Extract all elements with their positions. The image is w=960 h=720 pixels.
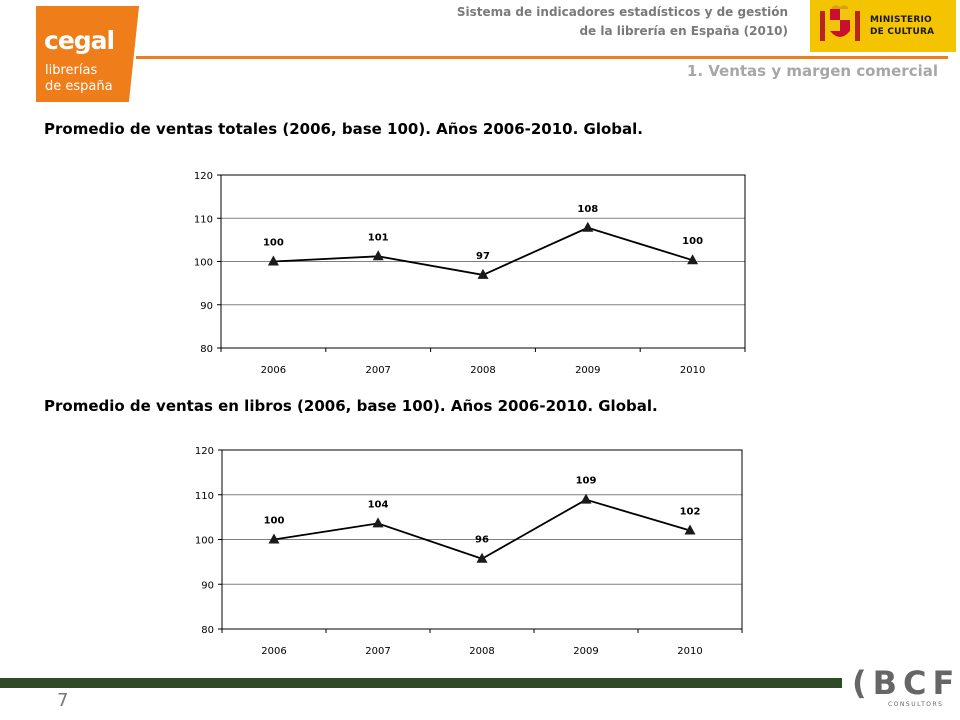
data-point bbox=[372, 250, 384, 261]
data-label: 109 bbox=[576, 476, 597, 487]
data-label: 102 bbox=[680, 507, 701, 518]
y-tick-label: 90 bbox=[200, 301, 213, 312]
y-tick-label: 90 bbox=[201, 580, 214, 591]
ministry-line-1: MINISTERIO bbox=[870, 15, 932, 25]
x-tick-label: 2006 bbox=[261, 365, 286, 376]
x-tick-label: 2008 bbox=[470, 365, 495, 376]
data-point bbox=[477, 268, 489, 279]
x-tick-label: 2010 bbox=[677, 646, 702, 657]
y-tick-label: 80 bbox=[201, 625, 214, 636]
plot-area bbox=[221, 449, 743, 630]
x-tick-label: 2008 bbox=[469, 646, 494, 657]
data-label: 101 bbox=[368, 232, 389, 243]
footer-band bbox=[0, 678, 842, 688]
y-tick-label: 120 bbox=[194, 171, 213, 182]
logo-line-2: de españa bbox=[45, 79, 113, 94]
data-point bbox=[687, 254, 699, 265]
bcf-logo: (BCF) CONSULTORS bbox=[848, 664, 960, 714]
series-line bbox=[273, 498, 691, 560]
plot-area bbox=[220, 174, 746, 349]
data-label: 108 bbox=[577, 204, 598, 215]
x-tick-label: 2009 bbox=[573, 646, 598, 657]
data-point bbox=[684, 524, 696, 535]
y-tick-label: 80 bbox=[200, 344, 213, 355]
chart-2-title: Promedio de ventas en libros (2006, base… bbox=[44, 397, 658, 415]
coat-of-arms-icon bbox=[820, 5, 860, 41]
x-tick-label: 2007 bbox=[365, 365, 390, 376]
y-tick-label: 110 bbox=[195, 491, 214, 502]
y-tick-label: 120 bbox=[195, 446, 214, 457]
data-point bbox=[267, 255, 279, 266]
bcf-subtitle: CONSULTORS bbox=[888, 701, 944, 708]
section-title: 1. Ventas y margen comercial bbox=[686, 62, 938, 80]
logo-line-1: librerías bbox=[45, 63, 98, 78]
data-label: 100 bbox=[264, 516, 285, 527]
data-point bbox=[268, 533, 280, 544]
ministry-logo: MINISTERIO DE CULTURA bbox=[810, 0, 956, 52]
logo-name: cegal bbox=[44, 26, 115, 55]
ministry-line-2: DE CULTURA bbox=[870, 27, 935, 37]
system-title-line-2: de la librería en España (2010) bbox=[579, 24, 788, 38]
data-point bbox=[580, 493, 592, 504]
bcf-letters: (BCF) bbox=[852, 664, 960, 702]
x-tick-label: 2009 bbox=[575, 365, 600, 376]
y-tick-label: 100 bbox=[194, 258, 213, 269]
x-tick-label: 2010 bbox=[680, 365, 705, 376]
data-point bbox=[372, 517, 384, 528]
chart-1-title: Promedio de ventas totales (2006, base 1… bbox=[44, 120, 643, 138]
header-divider bbox=[136, 56, 948, 59]
data-point bbox=[582, 221, 594, 232]
x-tick-label: 2007 bbox=[365, 646, 390, 657]
x-tick-label: 2006 bbox=[261, 646, 286, 657]
y-tick-label: 100 bbox=[195, 536, 214, 547]
y-tick-label: 110 bbox=[194, 214, 213, 225]
data-label: 96 bbox=[475, 535, 489, 546]
page-number: 7 bbox=[57, 690, 69, 711]
system-title-line-1: Sistema de indicadores estadísticos y de… bbox=[456, 5, 788, 19]
data-label: 97 bbox=[476, 251, 490, 262]
data-label: 100 bbox=[263, 238, 284, 249]
data-label: 100 bbox=[682, 236, 703, 247]
data-label: 104 bbox=[368, 499, 389, 510]
data-point bbox=[476, 552, 488, 563]
cegal-logo: cegal librerías de españa bbox=[36, 6, 126, 102]
